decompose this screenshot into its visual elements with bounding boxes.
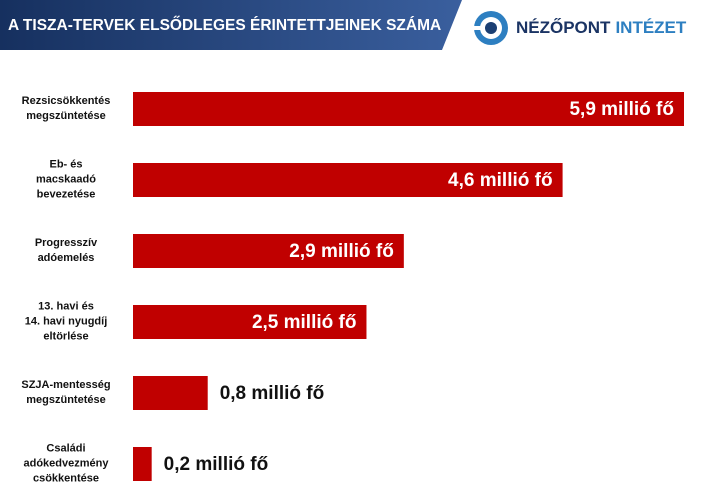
value-label: 0,2 millió fő: [164, 454, 269, 475]
chart-title: A TISZA-TERVEK ELSŐDLEGES ÉRINTETTJEINEK…: [8, 16, 441, 34]
bar: [133, 305, 367, 339]
value-label: 4,6 millió fő: [448, 170, 553, 191]
category-label: 13. havi és 14. havi nyugdíj eltörlése: [24, 300, 108, 343]
value-label: 2,9 millió fő: [289, 241, 394, 262]
title-banner: [0, 0, 462, 50]
logo-suffix: INTÉZET: [615, 18, 686, 37]
value-label: 2,5 millió fő: [252, 312, 357, 333]
bar: [133, 92, 684, 126]
value-label: 5,9 millió fő: [569, 99, 674, 120]
category-label: Családi adókedvezmény csökkentése: [23, 442, 109, 485]
bar: [133, 447, 152, 481]
logo-icon: [474, 11, 508, 45]
value-label: 0,8 millió fő: [220, 383, 325, 404]
bar: [133, 234, 404, 268]
category-label: Progresszív adóemelés: [34, 237, 98, 264]
logo-name: NÉZŐPONT: [516, 18, 611, 37]
logo-text: NÉZŐPONT INTÉZET: [516, 18, 687, 37]
category-label: Rezsicsökkentés megszüntetése: [21, 95, 111, 122]
bar: [133, 163, 563, 197]
category-label: SZJA-mentesség megszüntetése: [21, 379, 111, 406]
bar: [133, 376, 208, 410]
category-label: Eb- és macskaadó bevezetése: [36, 158, 96, 201]
